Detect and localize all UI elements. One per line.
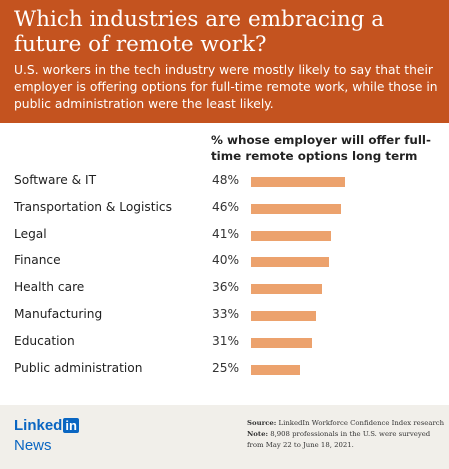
logo-text: Linked — [14, 417, 63, 434]
source-note: Source: LinkedIn Workforce Confidence In… — [247, 418, 445, 451]
category-label: Health care — [14, 280, 85, 295]
bar-chart: Software & IT 48% Transportation & Logisti… — [14, 173, 345, 375]
measure-label: % whose employer will offer full-time re… — [211, 133, 431, 163]
value-label: 41% — [212, 226, 240, 241]
bar — [251, 364, 300, 375]
value-label: 31% — [212, 333, 240, 348]
bar — [251, 337, 312, 348]
value-label: 25% — [212, 360, 240, 375]
value-label: 36% — [212, 280, 240, 295]
value-label: 46% — [212, 199, 240, 214]
value-label: 33% — [212, 307, 240, 321]
value-label: 40% — [212, 253, 240, 268]
source-label: Source: — [247, 419, 277, 427]
header-banner: Which industries are embracing a future … — [0, 0, 449, 123]
bar — [251, 284, 322, 295]
source-text: LinkedIn Workforce Confidence Index rese… — [278, 419, 445, 427]
bar — [251, 230, 332, 241]
category-label: Education — [14, 333, 75, 348]
linkedin-logo: Linked in — [14, 418, 79, 434]
bar — [251, 203, 342, 214]
category-label: Software & IT — [14, 173, 97, 187]
chart-title: Which industries are embracing a future … — [14, 7, 385, 57]
category-label: Manufacturing — [14, 307, 103, 321]
logo-in-box: in — [63, 418, 79, 433]
category-label: Finance — [14, 253, 61, 268]
footer — [0, 405, 449, 469]
category-label: Public administration — [14, 360, 143, 375]
category-label: Transportation & Logistics — [14, 199, 172, 214]
bar — [251, 311, 316, 321]
category-label: Legal — [14, 226, 47, 241]
bar — [251, 257, 330, 268]
chart-subtitle: U.S. workers in the tech industry were m… — [14, 63, 438, 111]
bar — [251, 177, 345, 187]
note-label: Note: — [247, 430, 269, 438]
value-label: 48% — [212, 173, 240, 187]
note-text: 8,908 professionals in the U.S. were sur… — [247, 430, 431, 449]
news-label: News — [14, 437, 52, 454]
